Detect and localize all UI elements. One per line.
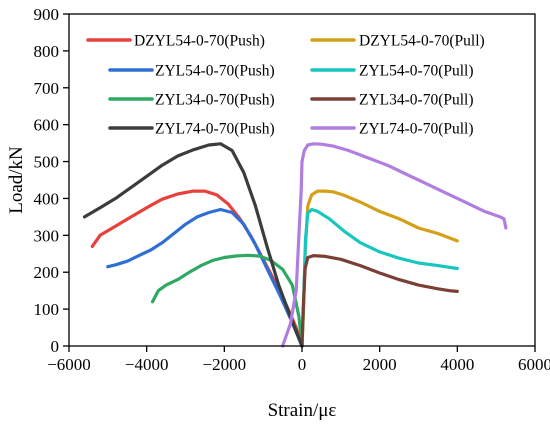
series-line-5 — [150, 253, 304, 348]
legend-label-6: ZYL34-0-70(Pull) — [359, 92, 474, 109]
series-line-6 — [300, 254, 459, 348]
x-tick-label: 0 — [298, 355, 307, 374]
series-line-4 — [300, 207, 459, 348]
y-tick-label: 300 — [34, 226, 60, 245]
x-tick-label: 6000 — [518, 355, 550, 374]
x-tick-label: 4000 — [440, 355, 474, 374]
legend-label-2: DZYL54-0-70(Pull) — [359, 33, 485, 50]
series-line-3 — [106, 207, 304, 348]
series-line-2 — [300, 189, 459, 348]
y-tick-label: 900 — [34, 5, 60, 24]
y-tick-label: 500 — [34, 153, 60, 172]
y-tick-label: 800 — [34, 42, 60, 61]
x-axis-title: Strain/με — [268, 400, 337, 421]
y-tick-label: 200 — [34, 263, 60, 282]
series-line-7 — [82, 142, 304, 348]
legend-label-8: ZYL74-0-70(Pull) — [359, 121, 474, 138]
y-tick-label: 700 — [34, 79, 60, 98]
legend-label-3: ZYL54-0-70(Push) — [155, 63, 275, 80]
y-axis-title: Load/kN — [6, 146, 27, 214]
legend: DZYL54-0-70(Push) DZYL54-0-70(Pull) ZYL54-… — [86, 33, 485, 138]
series-lines — [82, 142, 508, 348]
legend-label-4: ZYL54-0-70(Pull) — [359, 63, 474, 80]
axis-ticks: −6000 −4000 −2000 0 2000 4000 6000 0 100 200 300 40… — [34, 5, 550, 374]
y-tick-label: 100 — [34, 300, 60, 319]
legend-label-5: ZYL34-0-70(Push) — [155, 92, 275, 109]
y-tick-label: 600 — [34, 116, 60, 135]
y-tick-label: 0 — [51, 337, 60, 356]
x-tick-label: −2000 — [203, 355, 247, 374]
x-tick-label: −4000 — [125, 355, 169, 374]
legend-label-7: ZYL74-0-70(Push) — [155, 121, 275, 138]
x-tick-label: −6000 — [47, 355, 91, 374]
legend-label-1: DZYL54-0-70(Push) — [134, 33, 265, 50]
x-tick-label: 2000 — [363, 355, 397, 374]
y-tick-label: 400 — [34, 189, 60, 208]
series-line-8 — [281, 142, 508, 348]
